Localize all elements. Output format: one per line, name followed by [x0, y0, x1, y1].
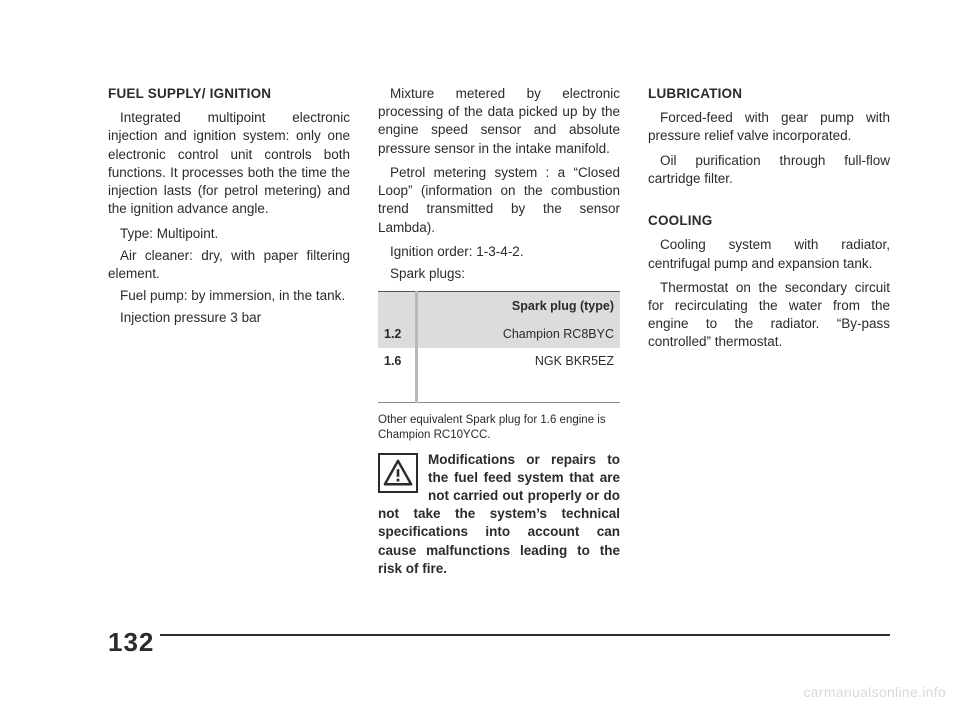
para-oil-filter: Oil purification through full-flow cartr…	[648, 152, 890, 188]
table-cell-engine: 1.6	[378, 348, 416, 375]
table-header-plug-type: Spark plug (type)	[416, 292, 620, 321]
heading-fuel-supply: FUEL SUPPLY/ IGNITION	[108, 85, 350, 103]
spark-plug-table: Spark plug (type) 1.2 Champion RC8BYC 1.…	[378, 291, 620, 403]
column-fuel-supply: FUEL SUPPLY/ IGNITION Integrated multipo…	[108, 85, 350, 578]
para-fuel-pump: Fuel pump: by immersion, in the tank.	[108, 287, 350, 305]
manual-page: FUEL SUPPLY/ IGNITION Integrated multipo…	[0, 0, 960, 710]
para-type: Type: Multipoint.	[108, 225, 350, 243]
warning-triangle-icon	[378, 453, 418, 493]
table-cell-plug: Champion RC8BYC	[416, 321, 620, 348]
heading-cooling: COOLING	[648, 212, 890, 230]
page-number: 132	[108, 627, 160, 658]
table-row-empty	[378, 375, 620, 402]
column-mixture-plugs: Mixture metered by electronic processing…	[378, 85, 620, 578]
table-header-row: Spark plug (type)	[378, 292, 620, 321]
table-row: 1.6 NGK BKR5EZ	[378, 348, 620, 375]
table-cell-empty	[378, 375, 416, 402]
para-forced-feed: Forced-feed with gear pump with pressure…	[648, 109, 890, 145]
para-mixture: Mixture metered by electronic processing…	[378, 85, 620, 158]
para-closed-loop: Petrol metering system : a “Closed Loop”…	[378, 164, 620, 237]
footer-divider	[108, 634, 890, 636]
table-cell-plug: NGK BKR5EZ	[416, 348, 620, 375]
warning-block: Modifications or repairs to the fuel fee…	[378, 451, 620, 579]
table-row: 1.2 Champion RC8BYC	[378, 321, 620, 348]
table-footnote: Other equivalent Spark plug for 1.6 engi…	[378, 413, 620, 443]
para-fuel-intro: Integrated multipoint electronic injecti…	[108, 109, 350, 218]
spacer	[648, 194, 890, 212]
watermark-text: carmanualsonline.info	[804, 684, 947, 700]
table-cell-empty	[416, 375, 620, 402]
para-spark-plugs-label: Spark plugs:	[378, 265, 620, 283]
table-cell-engine: 1.2	[378, 321, 416, 348]
para-thermostat: Thermostat on the secondary circuit for …	[648, 279, 890, 352]
table-header-empty	[378, 292, 416, 321]
three-column-layout: FUEL SUPPLY/ IGNITION Integrated multipo…	[108, 85, 890, 578]
heading-lubrication: LUBRICATION	[648, 85, 890, 103]
para-ignition-order: Ignition order: 1-3-4-2.	[378, 243, 620, 261]
para-cooling-system: Cooling system with radiator, centrifuga…	[648, 236, 890, 272]
para-injection-pressure: Injection pressure 3 bar	[108, 309, 350, 327]
column-lubrication-cooling: LUBRICATION Forced-feed with gear pump w…	[648, 85, 890, 578]
para-air-cleaner: Air cleaner: dry, with paper filtering e…	[108, 247, 350, 283]
